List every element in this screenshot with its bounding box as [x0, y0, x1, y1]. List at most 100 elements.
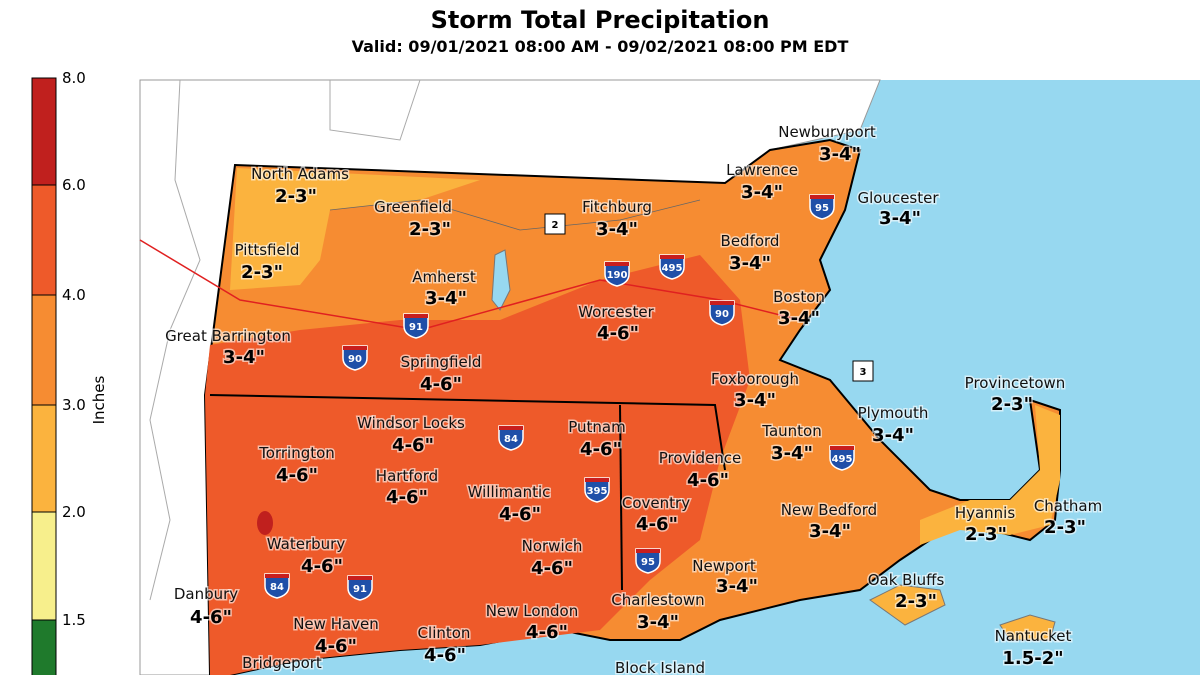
city-name: Nantucket	[995, 627, 1072, 645]
interstate-shield	[829, 445, 855, 471]
interstate-shield	[709, 300, 735, 326]
city-name: Charlestown	[611, 591, 704, 609]
city-name: Worcester	[578, 303, 654, 321]
city-name: Torrington	[258, 444, 335, 462]
city-name: Taunton	[761, 422, 821, 440]
city-amount: 4-6"	[526, 622, 568, 643]
subtitle: Valid: 09/01/2021 08:00 AM - 09/02/2021 …	[352, 37, 849, 56]
city-amount: 4-6"	[499, 504, 541, 525]
city-amount: 4-6"	[276, 465, 318, 486]
legend-tick: 3.0	[62, 396, 86, 414]
route-number: 495	[832, 454, 853, 465]
interstate-top	[810, 195, 834, 199]
interstate-top	[343, 346, 367, 350]
interstate-shield	[347, 575, 373, 601]
interstate-shield	[659, 254, 685, 280]
city-amount: 4-6"	[315, 636, 357, 657]
city-amount: 3-4"	[637, 612, 679, 633]
city-name: Waterbury	[267, 535, 346, 553]
city-name: Bridgeport	[242, 654, 322, 672]
city-name: Coventry	[622, 494, 690, 512]
route-shield	[852, 360, 874, 382]
city-name: Gloucester	[857, 189, 939, 207]
city-name: Lawrence	[726, 161, 798, 179]
city-name: Oak Bluffs	[868, 571, 945, 589]
city-amount: 3-4"	[716, 576, 758, 597]
city-amount: 4-6"	[301, 556, 343, 577]
interstate-top	[660, 255, 684, 259]
interstate-top	[265, 574, 289, 578]
city-name: Boston	[773, 288, 825, 306]
route-number: 3	[860, 367, 867, 378]
interstate-top	[830, 446, 854, 450]
city-amount: 3-4"	[425, 288, 467, 309]
city-amount: 4-6"	[531, 558, 573, 579]
city-name: Block Island	[615, 659, 705, 675]
city-name: Newport	[692, 557, 756, 575]
city-amount: 4-6"	[636, 514, 678, 535]
interstate-shield	[403, 313, 429, 339]
city-amount: 4-6"	[597, 323, 639, 344]
city-amount: 2-3"	[275, 186, 317, 207]
route-number: 84	[270, 582, 284, 593]
city-amount: 3-4"	[223, 347, 265, 368]
city-name: Clinton	[418, 624, 471, 642]
city-name: Fitchburg	[582, 198, 652, 216]
city-name: Hyannis	[955, 504, 1016, 522]
legend-tick: 4.0	[62, 286, 86, 304]
route-number: 190	[607, 270, 628, 281]
city-amount: 4-6"	[420, 374, 462, 395]
interstate-shield	[342, 345, 368, 371]
city-name: New London	[486, 602, 578, 620]
city-amount: 3-4"	[819, 144, 861, 165]
city-name: Chatham	[1034, 497, 1102, 515]
route-number: 90	[348, 354, 362, 365]
map	[139, 79, 1200, 675]
city-name: New Bedford	[781, 501, 877, 519]
city-amount: 4-6"	[687, 470, 729, 491]
interstate-top	[404, 314, 428, 318]
route-number: 84	[504, 434, 518, 445]
city-amount: 4-6"	[386, 487, 428, 508]
city-amount: 2-3"	[409, 219, 451, 240]
city-amount: 4-6"	[424, 645, 466, 666]
city-name: Hartford	[376, 467, 438, 485]
interstate-shield	[498, 425, 524, 451]
route-number: 495	[662, 263, 683, 274]
title: Storm Total Precipitation	[431, 6, 770, 34]
city-amount: 3-4"	[596, 219, 638, 240]
interstate-shield	[635, 548, 661, 574]
route-number: 95	[641, 557, 655, 568]
legend-tick: 6.0	[62, 176, 86, 194]
city-amount: 3-4"	[809, 521, 851, 542]
interstate-shield	[809, 194, 835, 220]
interstate-top	[636, 549, 660, 553]
city-amount: 2-3"	[991, 394, 1033, 415]
legend-tick: 1.5	[62, 611, 86, 629]
city-name: Windsor Locks	[357, 414, 465, 432]
route-number: 95	[815, 203, 829, 214]
interstate-shield	[264, 573, 290, 599]
city-amount: 4-6"	[190, 607, 232, 628]
route-shield	[544, 213, 566, 235]
city-amount: 3-4"	[734, 390, 776, 411]
colorbar	[31, 77, 57, 675]
interstate-top	[710, 301, 734, 305]
city-name: Foxborough	[711, 370, 799, 388]
route-number: 91	[353, 584, 367, 595]
route-number: 395	[587, 486, 608, 497]
route-number: 90	[715, 309, 729, 320]
city-amount: 3-4"	[729, 253, 771, 274]
city-name: Amherst	[412, 268, 476, 286]
route-number: 91	[409, 322, 423, 333]
city-amount: 4-6"	[392, 435, 434, 456]
city-name: Provincetown	[965, 374, 1066, 392]
city-amount: 2-3"	[1044, 517, 1086, 538]
interstate-top	[348, 576, 372, 580]
city-amount: 2-3"	[241, 262, 283, 283]
route-number: 2	[552, 220, 559, 231]
city-name: Newburyport	[778, 123, 876, 141]
city-amount: 3-4"	[778, 308, 820, 329]
interstate-shield	[584, 477, 610, 503]
city-name: Danbury	[174, 585, 238, 603]
